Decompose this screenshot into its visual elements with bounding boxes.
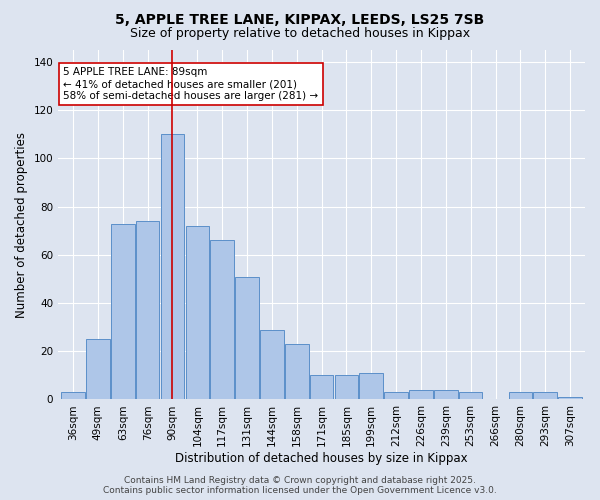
Bar [86,339,110,400]
Bar [285,344,308,400]
Bar [459,392,482,400]
Bar [61,392,85,400]
Bar [359,373,383,400]
Bar [558,397,582,400]
Bar [533,392,557,400]
Bar [211,240,234,400]
Text: Contains HM Land Registry data © Crown copyright and database right 2025.
Contai: Contains HM Land Registry data © Crown c… [103,476,497,495]
X-axis label: Distribution of detached houses by size in Kippax: Distribution of detached houses by size … [175,452,468,465]
Bar [385,392,408,400]
Bar [260,330,284,400]
Bar [185,226,209,400]
Bar [235,276,259,400]
Text: 5, APPLE TREE LANE, KIPPAX, LEEDS, LS25 7SB: 5, APPLE TREE LANE, KIPPAX, LEEDS, LS25 … [115,12,485,26]
Bar [161,134,184,400]
Bar [509,392,532,400]
Bar [310,376,334,400]
Bar [335,376,358,400]
Bar [434,390,458,400]
Bar [136,221,160,400]
Text: Size of property relative to detached houses in Kippax: Size of property relative to detached ho… [130,28,470,40]
Y-axis label: Number of detached properties: Number of detached properties [15,132,28,318]
Text: 5 APPLE TREE LANE: 89sqm
← 41% of detached houses are smaller (201)
58% of semi-: 5 APPLE TREE LANE: 89sqm ← 41% of detach… [64,68,319,100]
Bar [409,390,433,400]
Bar [111,224,134,400]
